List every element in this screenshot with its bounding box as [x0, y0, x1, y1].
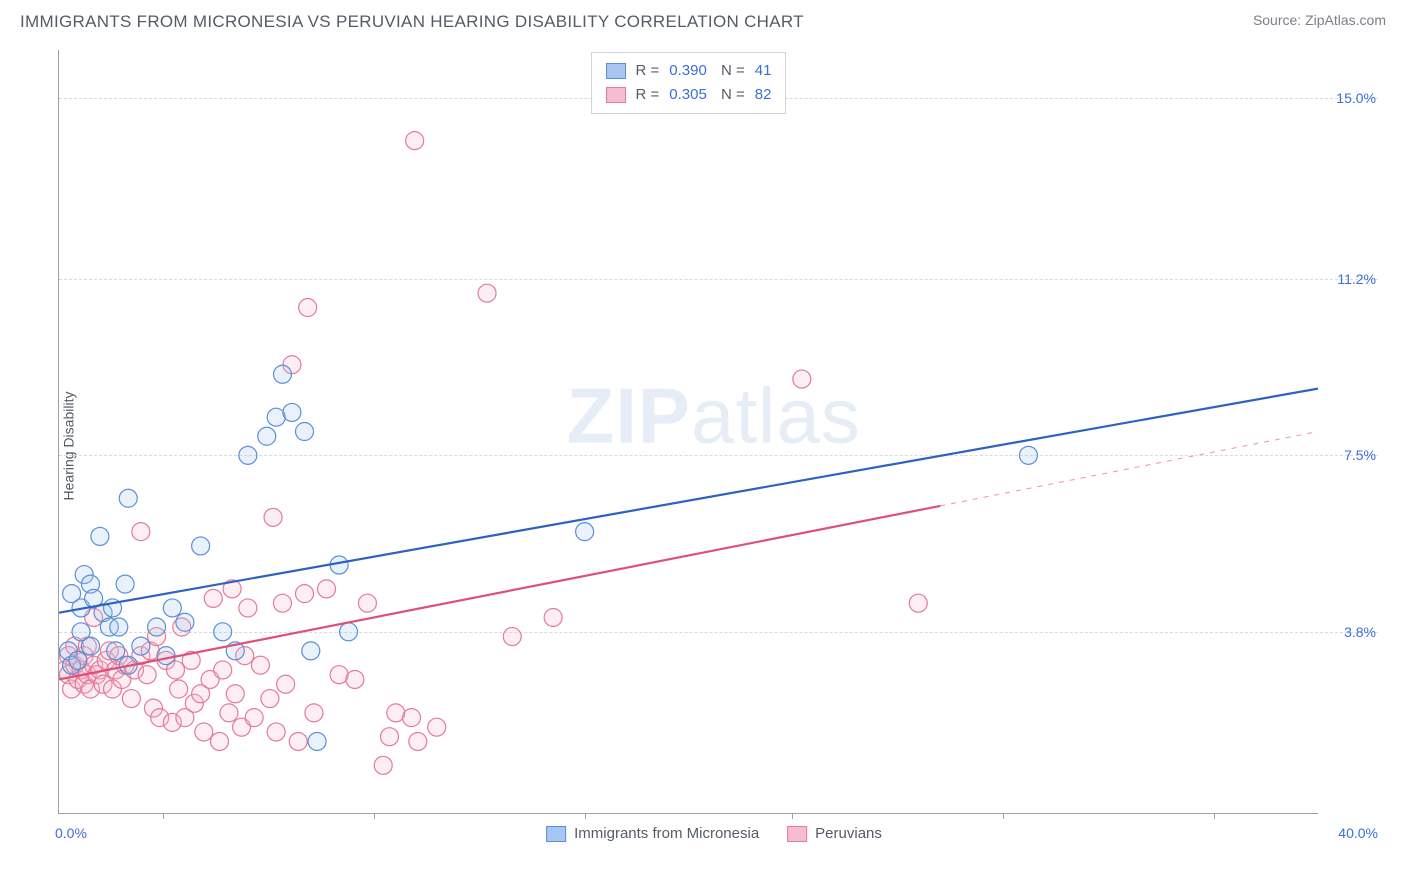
- legend-stats: R = 0.390 N = 41 R = 0.305 N = 82: [591, 52, 787, 114]
- legend-stats-row-1: R = 0.305 N = 82: [606, 83, 772, 107]
- chart-header: IMMIGRANTS FROM MICRONESIA VS PERUVIAN H…: [0, 0, 1406, 40]
- legend-r-label: R =: [636, 59, 660, 83]
- y-tick-label: 3.8%: [1344, 624, 1376, 640]
- y-tick-label: 11.2%: [1337, 271, 1376, 287]
- legend-bottom-item-0: Immigrants from Micronesia: [546, 825, 759, 842]
- x-axis-min-label: 0.0%: [55, 825, 87, 841]
- legend-bottom-item-1: Peruvians: [787, 825, 882, 842]
- y-tick-label: 7.5%: [1344, 447, 1376, 463]
- legend-swatch-1: [606, 87, 626, 103]
- chart-area: Hearing Disability ZIPatlas R = 0.390 N …: [50, 50, 1378, 842]
- legend-bottom: Immigrants from Micronesia Peruvians: [546, 825, 882, 842]
- legend-r-value-1: 0.305: [669, 83, 707, 107]
- x-tick: [163, 813, 164, 819]
- legend-label-1: Peruvians: [815, 825, 882, 842]
- legend-r-label: R =: [636, 83, 660, 107]
- plot-svg: [59, 50, 1318, 813]
- y-tick-label: 15.0%: [1336, 90, 1376, 106]
- legend-n-value-1: 82: [755, 83, 772, 107]
- legend-swatch-bottom-0: [546, 826, 566, 842]
- chart-source: Source: ZipAtlas.com: [1253, 12, 1386, 28]
- plot-region: ZIPatlas R = 0.390 N = 41 R = 0.305 N = …: [58, 50, 1318, 814]
- x-tick: [1003, 813, 1004, 819]
- legend-stats-row-0: R = 0.390 N = 41: [606, 59, 772, 83]
- legend-swatch-bottom-1: [787, 826, 807, 842]
- legend-label-0: Immigrants from Micronesia: [574, 825, 759, 842]
- x-tick: [374, 813, 375, 819]
- x-tick: [1214, 813, 1215, 819]
- legend-n-value-0: 41: [755, 59, 772, 83]
- legend-r-value-0: 0.390: [669, 59, 707, 83]
- legend-swatch-0: [606, 63, 626, 79]
- x-tick: [792, 813, 793, 819]
- chart-title: IMMIGRANTS FROM MICRONESIA VS PERUVIAN H…: [20, 12, 804, 32]
- x-tick: [585, 813, 586, 819]
- x-axis-max-label: 40.0%: [1338, 825, 1378, 841]
- legend-n-label: N =: [717, 83, 745, 107]
- legend-n-label: N =: [717, 59, 745, 83]
